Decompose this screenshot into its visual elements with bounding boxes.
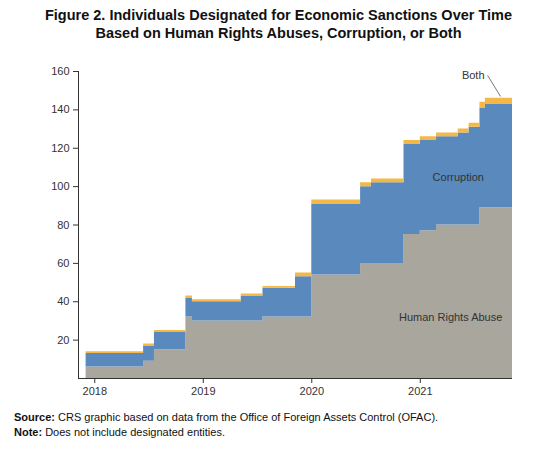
svg-text:100: 100 xyxy=(51,180,69,192)
html-text:Source: CRS graphic based on d: Source: CRS graphic based on data from t… xyxy=(14,411,439,423)
html-text:Figure 2. Individuals Designat: Figure 2. Individuals Designated for Eco… xyxy=(45,7,512,41)
svg-text:40: 40 xyxy=(57,295,69,307)
svg-text:160: 160 xyxy=(51,65,69,77)
svg-text:2018: 2018 xyxy=(83,385,107,397)
svg-text:140: 140 xyxy=(51,103,69,115)
svg-text:Corruption: Corruption xyxy=(433,171,484,183)
svg-text:Both: Both xyxy=(462,69,485,81)
svg-text:Human Rights Abuse: Human Rights Abuse xyxy=(399,311,502,323)
html-text:Note: Does not include designa: Note: Does not include designated entiti… xyxy=(14,426,225,438)
svg-text:20: 20 xyxy=(57,334,69,346)
svg-text:2019: 2019 xyxy=(191,385,215,397)
svg-text:80: 80 xyxy=(57,219,69,231)
svg-text:2020: 2020 xyxy=(300,385,324,397)
svg-text:2021: 2021 xyxy=(408,385,432,397)
svg-text:60: 60 xyxy=(57,257,69,269)
svg-text:120: 120 xyxy=(51,142,69,154)
